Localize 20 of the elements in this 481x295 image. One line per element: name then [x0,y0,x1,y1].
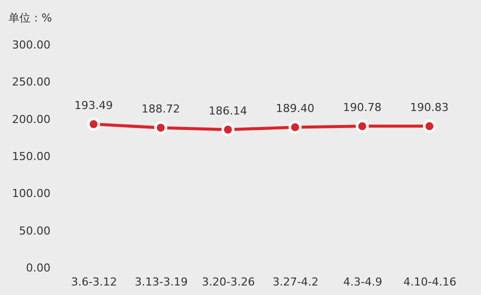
y-tick-label: 150.00 [12,150,50,163]
y-tick-label: 300.00 [12,38,50,52]
x-tick-label: 3.13-3.19 [134,276,188,288]
x-tick-label: 3.6-3.12 [71,276,118,288]
y-tick-label: 200.00 [12,112,50,126]
y-tick-label: 50.00 [19,224,50,238]
y-tick-label: 0.00 [26,262,50,274]
y-axis-title: 单位：% [8,12,52,24]
x-tick-label: 3.27-4.2 [272,276,319,288]
x-tick-label: 3.20-3.26 [202,276,255,288]
text: 186.14 [208,104,248,118]
text: 188.72 [142,102,180,116]
x-tick-label: 4.10-4.16 [403,276,456,288]
y-tick-label: 250.00 [12,76,50,89]
text: 193.49 [74,99,113,112]
y-tick-label: 100.00 [12,187,50,200]
text: 190.78 [343,101,382,114]
x-tick-label: 4.3-4.9 [343,276,382,288]
text: 189.40 [276,102,314,116]
text: 190.83 [410,101,449,114]
